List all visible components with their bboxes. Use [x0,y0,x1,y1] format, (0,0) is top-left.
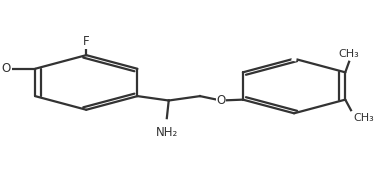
Text: CH₃: CH₃ [353,113,374,123]
Text: CH₃: CH₃ [339,49,360,59]
Text: NH₂: NH₂ [156,126,178,139]
Text: CH₃: CH₃ [286,35,307,45]
Text: O: O [2,62,11,75]
Text: CH₃: CH₃ [286,35,307,45]
Text: O: O [216,94,226,107]
Text: F: F [83,35,89,49]
